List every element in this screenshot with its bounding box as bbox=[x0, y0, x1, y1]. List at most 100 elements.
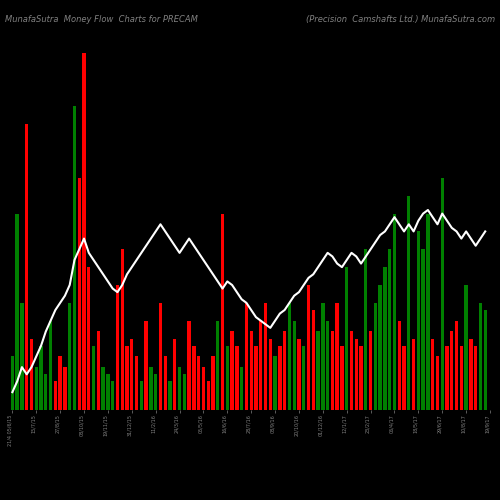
Bar bbox=[202, 367, 205, 410]
Bar bbox=[106, 374, 110, 410]
Bar bbox=[407, 196, 410, 410]
Bar bbox=[244, 303, 248, 410]
Bar bbox=[235, 346, 238, 410]
Bar bbox=[412, 338, 416, 410]
Bar bbox=[264, 303, 267, 410]
Bar bbox=[259, 320, 262, 410]
Bar bbox=[431, 338, 434, 410]
Bar bbox=[274, 356, 276, 410]
Bar bbox=[354, 338, 358, 410]
Bar bbox=[336, 303, 339, 410]
Bar bbox=[378, 285, 382, 410]
Bar bbox=[464, 285, 468, 410]
Bar bbox=[20, 303, 24, 410]
Bar bbox=[16, 214, 19, 410]
Bar bbox=[140, 382, 143, 410]
Bar bbox=[126, 346, 128, 410]
Bar bbox=[25, 124, 28, 410]
Bar bbox=[168, 382, 172, 410]
Bar bbox=[364, 250, 368, 410]
Bar bbox=[416, 232, 420, 410]
Bar bbox=[278, 346, 281, 410]
Bar bbox=[426, 214, 430, 410]
Bar bbox=[422, 250, 425, 410]
Bar bbox=[450, 332, 454, 410]
Bar bbox=[298, 338, 300, 410]
Bar bbox=[182, 374, 186, 410]
Bar bbox=[340, 346, 344, 410]
Bar bbox=[307, 285, 310, 410]
Bar bbox=[436, 356, 439, 410]
Bar bbox=[111, 382, 114, 410]
Bar bbox=[102, 367, 105, 410]
Bar bbox=[240, 367, 244, 410]
Bar bbox=[283, 332, 286, 410]
Bar bbox=[78, 178, 81, 410]
Bar bbox=[312, 310, 315, 410]
Bar bbox=[212, 356, 214, 410]
Bar bbox=[73, 106, 76, 410]
Bar bbox=[10, 356, 14, 410]
Bar bbox=[250, 332, 253, 410]
Bar bbox=[197, 356, 200, 410]
Bar bbox=[393, 214, 396, 410]
Bar bbox=[479, 303, 482, 410]
Bar bbox=[92, 346, 96, 410]
Bar bbox=[130, 338, 134, 410]
Bar bbox=[230, 332, 234, 410]
Bar bbox=[440, 178, 444, 410]
Bar bbox=[192, 346, 196, 410]
Bar bbox=[173, 338, 176, 410]
Bar bbox=[54, 382, 57, 410]
Bar bbox=[154, 374, 158, 410]
Bar bbox=[321, 303, 324, 410]
Bar bbox=[206, 382, 210, 410]
Bar bbox=[68, 303, 71, 410]
Bar bbox=[159, 303, 162, 410]
Bar bbox=[254, 346, 258, 410]
Bar bbox=[326, 320, 330, 410]
Bar bbox=[188, 320, 191, 410]
Bar bbox=[135, 356, 138, 410]
Bar bbox=[369, 332, 372, 410]
Bar bbox=[44, 374, 48, 410]
Bar bbox=[178, 367, 181, 410]
Bar bbox=[350, 332, 353, 410]
Bar bbox=[292, 320, 296, 410]
Bar bbox=[49, 320, 52, 410]
Bar bbox=[226, 346, 229, 410]
Bar bbox=[360, 346, 362, 410]
Bar bbox=[455, 320, 458, 410]
Bar bbox=[144, 320, 148, 410]
Bar bbox=[87, 267, 90, 410]
Bar bbox=[149, 367, 152, 410]
Bar bbox=[402, 346, 406, 410]
Text: MunafaSutra  Money Flow  Charts for PRECAM: MunafaSutra Money Flow Charts for PRECAM bbox=[5, 15, 198, 24]
Bar bbox=[58, 356, 62, 410]
Bar bbox=[288, 303, 291, 410]
Bar bbox=[446, 346, 448, 410]
Bar bbox=[330, 332, 334, 410]
Bar bbox=[216, 320, 220, 410]
Bar bbox=[221, 214, 224, 410]
Bar bbox=[116, 285, 119, 410]
Bar bbox=[64, 367, 66, 410]
Bar bbox=[469, 338, 472, 410]
Bar bbox=[374, 303, 377, 410]
Bar bbox=[484, 310, 487, 410]
Bar bbox=[316, 332, 320, 410]
Bar bbox=[268, 338, 272, 410]
Bar bbox=[474, 346, 478, 410]
Bar bbox=[120, 250, 124, 410]
Bar bbox=[345, 267, 348, 410]
Bar bbox=[302, 346, 306, 410]
Bar bbox=[164, 356, 167, 410]
Bar bbox=[96, 332, 100, 410]
Bar bbox=[40, 346, 42, 410]
Bar bbox=[34, 367, 38, 410]
Bar bbox=[82, 53, 86, 410]
Bar bbox=[30, 338, 33, 410]
Text: (Precision  Camshafts Ltd.) MunafaSutra.com: (Precision Camshafts Ltd.) MunafaSutra.c… bbox=[306, 15, 495, 24]
Bar bbox=[460, 346, 463, 410]
Bar bbox=[388, 250, 392, 410]
